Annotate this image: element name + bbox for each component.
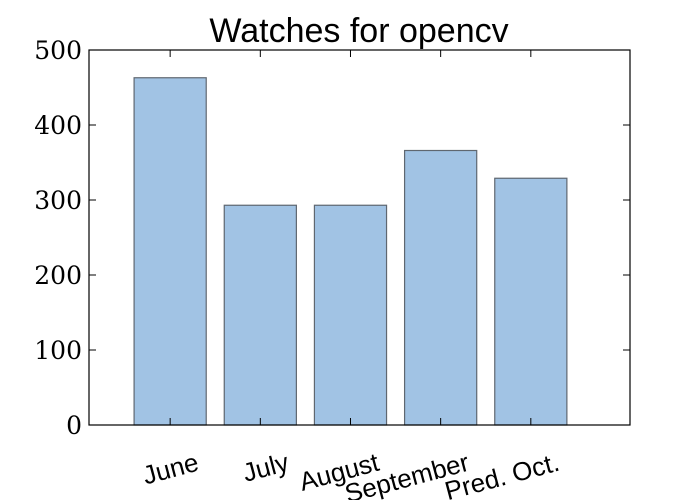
chart-title: Watches for opencv xyxy=(209,12,508,50)
x-tick-label-july: July xyxy=(239,447,291,488)
bar-pred-oct xyxy=(494,177,568,426)
x-tick-label-june: June xyxy=(139,447,201,491)
y-tick-label-400: 400 xyxy=(34,111,82,140)
y-tick-label-200: 200 xyxy=(34,261,82,290)
bar-august xyxy=(313,204,388,426)
y-tick-label-300: 300 xyxy=(34,186,82,215)
y-tick-label-0: 0 xyxy=(66,411,82,440)
bar-june xyxy=(133,77,207,426)
bar-july xyxy=(223,204,297,426)
bar-september xyxy=(403,149,478,426)
y-tick-label-500: 500 xyxy=(34,36,82,65)
y-tick-label-100: 100 xyxy=(34,336,82,365)
plot-frame xyxy=(88,49,631,426)
